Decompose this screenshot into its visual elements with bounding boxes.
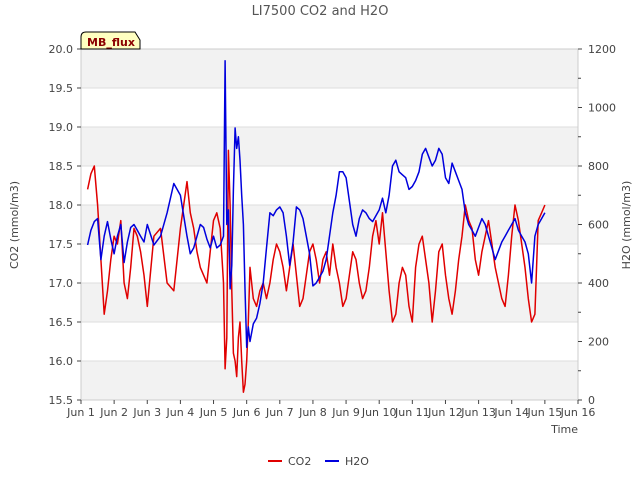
y-right-tick-label: 200 <box>588 336 609 349</box>
background-bands <box>81 49 578 400</box>
x-tick-label: Jun 2 <box>99 406 128 419</box>
x-tick-label: Jun 4 <box>166 406 195 419</box>
y-left-tick-label: 18.0 <box>49 199 74 212</box>
background-band <box>81 361 578 400</box>
y-left-tick-label: 15.5 <box>49 394 74 407</box>
x-tick-label: Jun 9 <box>331 406 360 419</box>
series-line-h2o <box>86 59 546 349</box>
y-left-tick-label: 16.5 <box>49 316 74 329</box>
x-tick-label: Jun 10 <box>361 406 397 419</box>
legend: CO2 H2O <box>268 455 369 468</box>
series-lines <box>86 59 546 393</box>
legend-label-h2o: H2O <box>345 455 369 468</box>
x-tick-label: Jun 6 <box>232 406 261 419</box>
x-tick-label: Jun 15 <box>527 406 563 419</box>
y-left-tick-label: 16.0 <box>49 355 74 368</box>
legend-label-co2: CO2 <box>288 455 311 468</box>
y-left-tick-label: 19.0 <box>49 121 74 134</box>
y-left-tick-label: 19.5 <box>49 82 74 95</box>
series-line-co2 <box>86 149 546 393</box>
x-tick-label: Jun 7 <box>265 406 294 419</box>
background-band <box>81 283 578 322</box>
gridlines <box>81 48 578 401</box>
x-axis-label: Time <box>550 423 578 436</box>
y-right-ticks: 0 200 400 600 800 1000 1200 <box>578 43 616 407</box>
badge-box <box>80 31 141 50</box>
y-right-tick-label: 0 <box>588 394 595 407</box>
chart-title: LI7500 CO2 and H2O <box>252 4 389 19</box>
x-tick-label: Jun 8 <box>298 406 327 419</box>
y-right-tick-label: 1000 <box>588 102 616 115</box>
x-tick-label: Jun 5 <box>199 406 228 419</box>
y-left-tick-label: 18.5 <box>49 160 74 173</box>
x-tick-label: Jun 13 <box>460 406 496 419</box>
y-right-tick-label: 400 <box>588 277 609 290</box>
y-left-tick-label: 17.0 <box>49 277 74 290</box>
y-left-tick-label: 20.0 <box>49 43 74 56</box>
x-tick-label: Jun 14 <box>493 406 529 419</box>
background-band <box>81 127 578 166</box>
x-tick-label: Jun 11 <box>394 406 430 419</box>
badge: MB_flux <box>80 31 141 50</box>
badge-label: MB_flux <box>87 36 135 49</box>
y-right-axis-label: H2O (mmol/m3) <box>620 181 633 270</box>
x-tick-label: Jun 3 <box>132 406 161 419</box>
y-left-axis-label: CO2 (mmol/m3) <box>8 181 21 269</box>
y-right-tick-label: 800 <box>588 160 609 173</box>
y-left-tick-label: 17.5 <box>49 238 74 251</box>
y-right-tick-label: 600 <box>588 219 609 232</box>
y-right-tick-label: 1200 <box>588 43 616 56</box>
x-tick-label: Jun 16 <box>560 406 596 419</box>
x-tick-label: Jun 12 <box>427 406 463 419</box>
x-ticks: Jun 1 Jun 2 Jun 3 Jun 4 Jun 5 Jun 6 Jun 7 Jun 8… <box>66 400 595 419</box>
y-left-ticks: 15.5 16.0 16.5 17.0 17.5 18.0 18.5 19.0 19.5 20.0 <box>49 43 81 407</box>
x-tick-label: Jun 1 <box>66 406 95 419</box>
background-band <box>81 49 578 88</box>
